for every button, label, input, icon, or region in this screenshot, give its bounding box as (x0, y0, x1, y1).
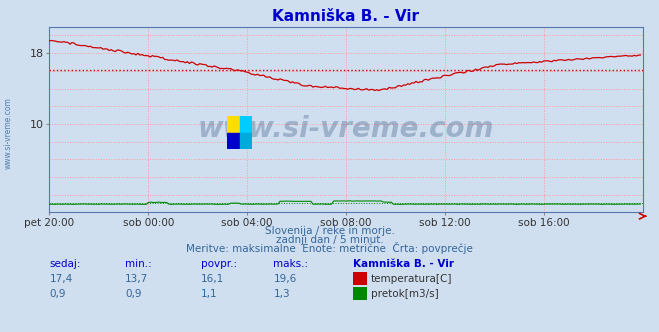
Text: sedaj:: sedaj: (49, 259, 81, 269)
Text: 0,9: 0,9 (125, 289, 142, 299)
Text: 16,1: 16,1 (201, 274, 224, 284)
Text: maks.:: maks.: (273, 259, 308, 269)
Text: zadnji dan / 5 minut.: zadnji dan / 5 minut. (275, 235, 384, 245)
Text: 1,3: 1,3 (273, 289, 290, 299)
Text: www.si-vreme.com: www.si-vreme.com (3, 97, 13, 169)
Title: Kamniška B. - Vir: Kamniška B. - Vir (272, 9, 420, 24)
Bar (240, 116, 252, 133)
Bar (227, 133, 240, 149)
Text: 13,7: 13,7 (125, 274, 148, 284)
Text: temperatura[C]: temperatura[C] (371, 274, 453, 284)
Text: Meritve: maksimalne  Enote: metrične  Črta: povprečje: Meritve: maksimalne Enote: metrične Črta… (186, 242, 473, 254)
Text: www.si-vreme.com: www.si-vreme.com (198, 115, 494, 143)
Bar (227, 116, 240, 133)
Text: Kamniška B. - Vir: Kamniška B. - Vir (353, 259, 453, 269)
Text: pretok[m3/s]: pretok[m3/s] (371, 289, 439, 299)
Text: 19,6: 19,6 (273, 274, 297, 284)
Text: 17,4: 17,4 (49, 274, 72, 284)
Text: povpr.:: povpr.: (201, 259, 237, 269)
Text: 1,1: 1,1 (201, 289, 217, 299)
Bar (240, 133, 252, 149)
Text: Slovenija / reke in morje.: Slovenija / reke in morje. (264, 226, 395, 236)
Text: 0,9: 0,9 (49, 289, 66, 299)
Text: min.:: min.: (125, 259, 152, 269)
